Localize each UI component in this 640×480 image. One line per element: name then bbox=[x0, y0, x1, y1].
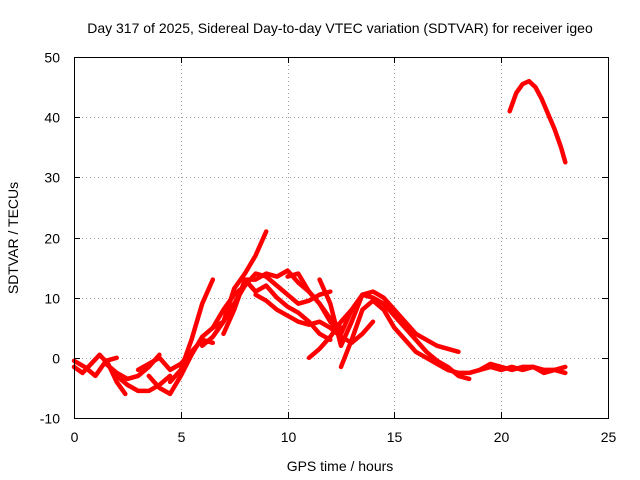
series-line-track-4 bbox=[114, 373, 173, 394]
y-axis-label: SDTVAR / TECUs bbox=[5, 182, 21, 294]
y-tick-label: -10 bbox=[40, 411, 60, 427]
y-tick-label: 50 bbox=[44, 50, 60, 66]
series-line-track-18 bbox=[507, 78, 568, 165]
x-tick-label: 5 bbox=[178, 429, 186, 445]
series-line-track-15 bbox=[317, 277, 472, 382]
series-line-track-9 bbox=[210, 271, 333, 331]
series-line-track-11 bbox=[242, 277, 333, 343]
x-tick-label: 25 bbox=[601, 429, 617, 445]
series-line-track-16 bbox=[338, 298, 568, 376]
series-line-track-2 bbox=[71, 355, 119, 379]
y-tick-label: 30 bbox=[44, 170, 60, 186]
x-tick-label: 0 bbox=[71, 429, 79, 445]
data-series bbox=[71, 78, 568, 397]
x-tick-label: 20 bbox=[494, 429, 510, 445]
x-tick-label: 10 bbox=[281, 429, 297, 445]
series-line-track-14 bbox=[306, 307, 354, 361]
series-line-track-7 bbox=[167, 277, 216, 385]
x-tick-label: 15 bbox=[387, 429, 403, 445]
series-line-track-17 bbox=[477, 361, 568, 376]
chart-title: Day 317 of 2025, Sidereal Day-to-day VTE… bbox=[87, 20, 593, 36]
series-line-track-13 bbox=[285, 271, 461, 355]
axis-ticks: 0 5 10 15 20 25 -10 0 10 20 30 40 50 bbox=[40, 50, 617, 446]
y-tick-label: 40 bbox=[44, 110, 60, 126]
series-line-track-1 bbox=[71, 352, 128, 397]
y-tick-label: 20 bbox=[44, 231, 60, 247]
series-line-track-8 bbox=[199, 229, 269, 349]
x-axis-label: GPS time / hours bbox=[287, 458, 394, 474]
y-tick-label: 10 bbox=[44, 291, 60, 307]
y-tick-label: 0 bbox=[52, 351, 60, 367]
